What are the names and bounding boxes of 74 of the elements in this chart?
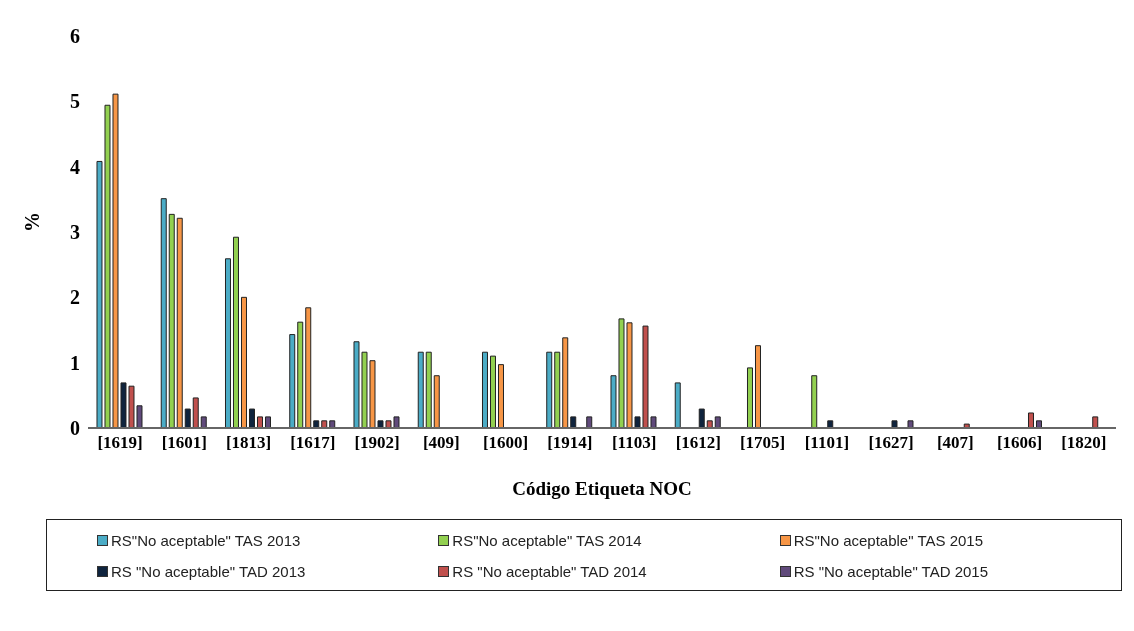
bar xyxy=(265,416,271,428)
legend-label: RS "No aceptable" TAD 2015 xyxy=(793,563,989,580)
bar xyxy=(321,420,328,428)
y-tick-label: 6 xyxy=(70,25,80,48)
bar xyxy=(827,420,834,428)
x-tick-label: [1820] xyxy=(1061,433,1107,453)
bar xyxy=(289,334,296,428)
x-tick-label: [1101] xyxy=(804,433,850,453)
bar xyxy=(1092,416,1099,428)
bar xyxy=(714,416,721,428)
bar xyxy=(498,364,504,428)
bar xyxy=(554,351,561,428)
x-tick-label: [1902] xyxy=(354,433,400,453)
legend-label: RS "No aceptable" TAD 2013 xyxy=(111,563,306,580)
bar xyxy=(482,351,488,428)
x-tick-label: [1612] xyxy=(675,433,722,453)
bar xyxy=(313,420,320,428)
x-tick-label: [1619] xyxy=(97,433,143,453)
x-tick-label: [407] xyxy=(936,433,974,453)
y-tick-label: 0 xyxy=(70,417,80,440)
bar xyxy=(755,345,761,428)
bar xyxy=(233,236,239,428)
bar xyxy=(706,420,713,428)
y-tick-label: 1 xyxy=(70,351,80,374)
bar xyxy=(1027,412,1034,428)
bar xyxy=(329,420,336,428)
bar xyxy=(570,416,577,428)
y-tick-label: 4 xyxy=(70,155,80,178)
bar xyxy=(305,307,312,428)
bar xyxy=(257,416,263,428)
bar xyxy=(225,258,231,428)
x-tick-label: [1627] xyxy=(868,433,914,453)
bar xyxy=(490,355,496,428)
bar xyxy=(747,367,753,428)
legend-label: RS"No aceptable" TAS 2014 xyxy=(452,532,642,549)
y-axis-title: % xyxy=(21,212,44,232)
bar xyxy=(168,213,175,428)
x-axis-title: Código Etiqueta NOC xyxy=(512,478,692,499)
y-tick-label: 3 xyxy=(70,221,80,244)
x-tick-label: [1601] xyxy=(161,433,208,453)
bar xyxy=(546,351,553,428)
bar xyxy=(249,408,255,428)
x-tick-label: [1103] xyxy=(611,433,657,453)
bar xyxy=(297,321,304,428)
y-tick-label: 5 xyxy=(70,90,80,113)
bar xyxy=(241,296,247,428)
bar xyxy=(674,382,681,428)
x-tick-label: [1600] xyxy=(482,433,529,453)
bar xyxy=(907,420,914,428)
y-tick-label: 2 xyxy=(70,286,80,309)
bar xyxy=(811,375,818,428)
x-tick-label: [1813] xyxy=(225,433,272,453)
bar xyxy=(425,351,432,428)
x-tick-label: [1914] xyxy=(547,433,593,453)
bar xyxy=(176,217,183,428)
bar xyxy=(184,408,191,428)
legend-label: RS "No aceptable" TAD 2014 xyxy=(452,563,647,580)
x-tick-label: [1606] xyxy=(996,433,1043,453)
legend-label: RS"No aceptable" TAS 2015 xyxy=(793,532,984,549)
bar xyxy=(160,198,167,428)
x-tick-label: [1705] xyxy=(739,433,786,453)
legend-label: RS"No aceptable" TAS 2013 xyxy=(111,532,301,549)
bar xyxy=(891,420,898,428)
bar xyxy=(433,375,440,428)
bar xyxy=(586,416,593,428)
bar xyxy=(698,408,705,428)
x-tick-label: [409] xyxy=(422,433,460,453)
bar xyxy=(562,337,569,428)
bar xyxy=(417,351,424,428)
bar xyxy=(200,416,207,428)
bar xyxy=(1035,420,1042,428)
bar xyxy=(192,397,199,428)
bar xyxy=(963,423,970,428)
x-tick-label: [1617] xyxy=(290,433,336,453)
